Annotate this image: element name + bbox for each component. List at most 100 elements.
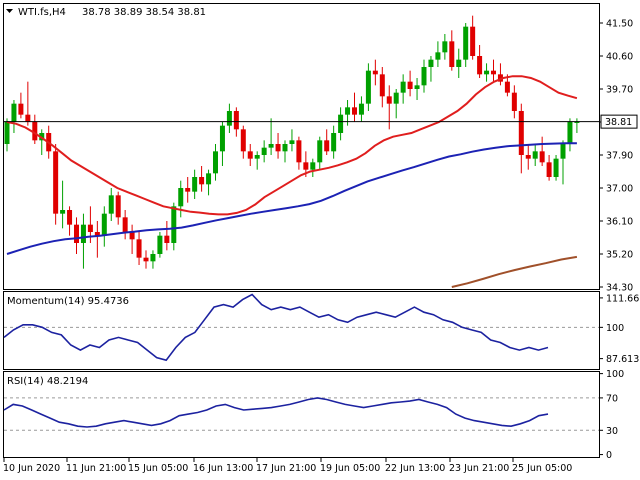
candle-body bbox=[219, 125, 225, 152]
last-price-box bbox=[600, 114, 638, 129]
candle-body bbox=[275, 144, 281, 152]
candle-body bbox=[289, 140, 295, 144]
candle-body bbox=[428, 59, 434, 67]
candle-body bbox=[233, 111, 239, 130]
time-tick-label: 10 Jun 2020 bbox=[3, 463, 60, 474]
rsi-axis: 100 70 30 0 bbox=[599, 369, 624, 461]
price-tick-label: 36.10 bbox=[606, 217, 633, 228]
momentum-line bbox=[3, 293, 549, 362]
candle-body bbox=[226, 111, 232, 126]
candle-body bbox=[261, 147, 267, 155]
moving-averages bbox=[6, 75, 578, 288]
candle-body bbox=[365, 70, 371, 104]
candle-body bbox=[25, 114, 31, 122]
candle-body bbox=[497, 74, 503, 82]
candle-body bbox=[546, 162, 552, 177]
indicator-levels bbox=[4, 326, 599, 431]
candle-body bbox=[463, 26, 469, 60]
time-tick-label: 19 Jun 05:00 bbox=[320, 463, 380, 474]
candle-body bbox=[129, 232, 135, 240]
candle-body bbox=[4, 122, 10, 144]
candle-body bbox=[53, 151, 59, 214]
candle-body bbox=[386, 96, 392, 104]
candle-body bbox=[18, 103, 24, 115]
ma-blue-line bbox=[6, 142, 577, 255]
candle-body bbox=[213, 151, 218, 174]
candle-body bbox=[553, 158, 559, 177]
price-tick-label: 34.30 bbox=[606, 283, 633, 294]
rsi-tick-label: 100 bbox=[606, 369, 624, 380]
candle-body bbox=[178, 188, 184, 207]
candle-body bbox=[414, 85, 420, 89]
candle-body bbox=[192, 177, 198, 192]
candle-body bbox=[206, 173, 212, 185]
candle-body bbox=[567, 122, 573, 144]
candle-body bbox=[358, 103, 364, 115]
time-tick-label: 16 Jun 13:00 bbox=[193, 463, 253, 474]
candle-body bbox=[171, 206, 177, 243]
candle-body bbox=[101, 213, 107, 236]
candle-body bbox=[477, 56, 483, 75]
price-tick-label: 40.60 bbox=[606, 52, 633, 63]
candle-body bbox=[511, 92, 517, 111]
candle-body bbox=[32, 122, 38, 141]
rsi-tick-label: 30 bbox=[606, 426, 618, 437]
candle-body bbox=[372, 70, 378, 75]
candle-body bbox=[74, 224, 79, 243]
candle-body bbox=[136, 239, 142, 258]
candle-body bbox=[504, 81, 510, 93]
rsi-tick-label: 70 bbox=[606, 393, 618, 404]
candle-body bbox=[560, 144, 566, 159]
candle-body bbox=[379, 74, 385, 97]
candle-body bbox=[393, 92, 399, 104]
ma-red-line bbox=[6, 75, 578, 216]
candle-body bbox=[525, 155, 531, 159]
candle-body bbox=[282, 144, 288, 152]
candle-body bbox=[345, 107, 351, 115]
candle-body bbox=[122, 217, 128, 232]
candle-body bbox=[421, 67, 427, 86]
candle-body bbox=[157, 235, 163, 254]
momentum-tick-label: 111.661 bbox=[606, 293, 640, 304]
candle-body bbox=[247, 151, 253, 159]
candle-body bbox=[518, 111, 524, 155]
dropdown-arrow-icon[interactable] bbox=[6, 9, 13, 13]
candle-body bbox=[317, 140, 323, 163]
candle-body bbox=[94, 232, 100, 236]
time-tick-label: 17 Jun 21:00 bbox=[256, 463, 316, 474]
momentum-tick-label: 100 bbox=[606, 323, 624, 334]
main-panel-frame bbox=[3, 3, 600, 290]
time-tick-label: 25 Jun 05:00 bbox=[512, 463, 572, 474]
time-tick-label: 22 Jun 13:00 bbox=[385, 463, 445, 474]
candle-body bbox=[352, 107, 357, 115]
candle-body bbox=[67, 210, 73, 225]
time-tick-label: 15 Jun 05:00 bbox=[128, 463, 188, 474]
candle-body bbox=[80, 224, 86, 243]
candle-body bbox=[303, 162, 309, 170]
candle-body bbox=[442, 41, 448, 53]
candle-body bbox=[60, 210, 66, 214]
candle-body bbox=[470, 26, 476, 56]
candle-body bbox=[324, 140, 330, 152]
candle-body bbox=[296, 140, 302, 163]
candle-body bbox=[400, 81, 406, 93]
time-axis: 10 Jun 2020 11 Jun 21:00 15 Jun 05:00 16 Ju… bbox=[3, 458, 572, 474]
candle-body bbox=[150, 254, 156, 262]
price-axis: 41.5040.6039.7038.8037.9037.0036.1035.20… bbox=[599, 19, 633, 294]
candle-body bbox=[199, 177, 205, 185]
candle-body bbox=[539, 151, 545, 163]
momentum-tick-label: 87.6137 bbox=[606, 354, 640, 365]
momentum-title: Momentum(14) 95.4736 bbox=[7, 296, 129, 307]
rsi-panel-frame bbox=[3, 371, 600, 458]
candle-body bbox=[574, 122, 580, 123]
candle-body bbox=[456, 59, 462, 67]
candle-body bbox=[115, 195, 121, 218]
candle-body bbox=[143, 257, 149, 262]
candle-body bbox=[185, 188, 191, 192]
momentum-axis: 111.661 100 87.6137 bbox=[599, 293, 640, 365]
candle-body bbox=[268, 144, 274, 148]
candle-body bbox=[164, 235, 170, 243]
candle-body bbox=[532, 151, 538, 159]
rsi-title: RSI(14) 48.2194 bbox=[7, 376, 88, 387]
